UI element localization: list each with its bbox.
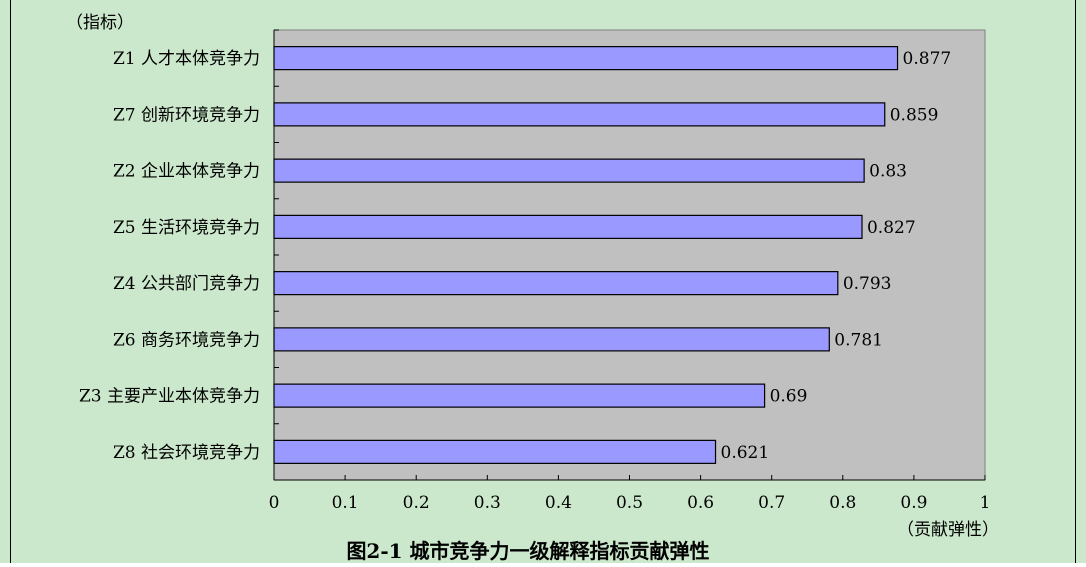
y-category-label: Z7 创新环境竞争力 <box>113 105 260 125</box>
x-tick-label: 0.8 <box>829 493 856 513</box>
x-tick-label: 0.4 <box>545 493 572 513</box>
bar-value-label: 0.69 <box>770 387 808 407</box>
x-tick-label: 0.6 <box>687 493 714 513</box>
bar <box>273 46 899 71</box>
bars-group: 0.877 0.859 0.83 0.827 0.793 0.781 0.69 0.621 <box>273 46 952 464</box>
x-tick-label: 0.9 <box>900 493 927 513</box>
bar-value-label: 0.83 <box>869 162 907 182</box>
x-tick-label: 0.2 <box>403 493 430 513</box>
x-tick-label: 1 <box>980 493 991 513</box>
y-category-label: Z8 社会环境竞争力 <box>113 443 260 463</box>
bar-value-label: 0.793 <box>843 274 892 294</box>
bar <box>273 327 830 352</box>
bar-value-label: 0.781 <box>834 330 883 350</box>
x-tick-label: 0.5 <box>616 493 643 513</box>
x-tick-label: 0 <box>269 493 280 513</box>
chart-title: 图2-1 城市竞争力一级解释指标贡献弹性 <box>346 539 709 563</box>
y-category-label: Z3 主要产业本体竞争力 <box>79 387 260 407</box>
bar <box>273 214 863 239</box>
plot-area <box>273 29 986 481</box>
bar-value-label: 0.877 <box>903 49 952 69</box>
bar <box>273 439 717 464</box>
bar <box>273 383 766 408</box>
y-category-label: Z4 公共部门竞争力 <box>113 274 260 294</box>
y-axis-title: （指标） <box>66 13 134 33</box>
bar <box>273 271 839 296</box>
x-tick-label: 0.7 <box>758 493 785 513</box>
bar-value-label: 0.621 <box>721 443 770 463</box>
bar <box>273 102 886 127</box>
y-category-label: Z1 人才本体竞争力 <box>113 49 260 69</box>
y-category-label: Z5 生活环境竞争力 <box>113 218 260 238</box>
y-category-label: Z2 企业本体竞争力 <box>113 162 260 182</box>
x-tick-label: 0.1 <box>332 493 359 513</box>
x-axis-title: （贡献弹性） <box>897 520 999 540</box>
axes-group: 0 0.1 0.2 0.3 0.4 0.5 0.6 0.7 0.8 0.9 1 Z1 人才本体竞争力 Z… <box>79 29 991 513</box>
bar-value-label: 0.827 <box>867 218 916 238</box>
x-tick-label: 0.3 <box>474 493 501 513</box>
bar <box>273 158 865 183</box>
y-category-label: Z6 商务环境竞争力 <box>113 330 260 350</box>
bar-value-label: 0.859 <box>890 105 939 125</box>
